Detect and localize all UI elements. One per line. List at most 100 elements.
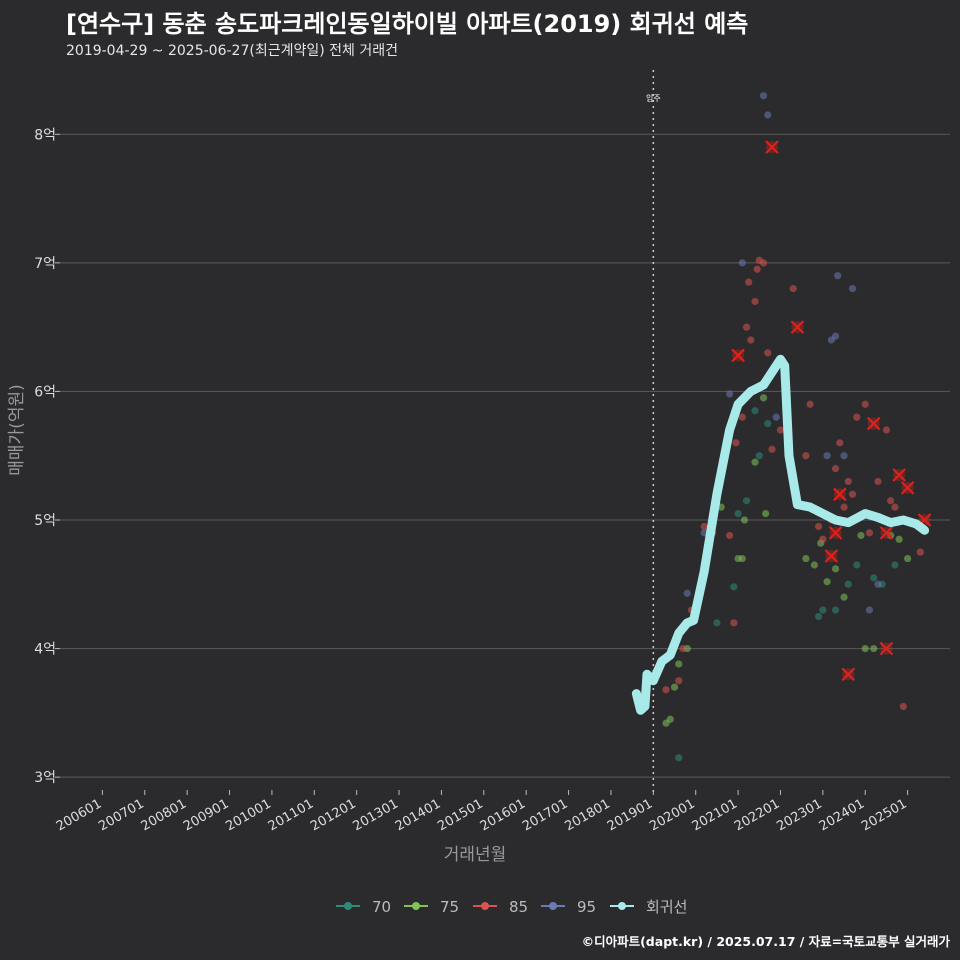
data-point-95 — [726, 390, 734, 398]
data-point-85 — [844, 477, 852, 486]
data-point-75 — [751, 458, 759, 466]
x-tick-label: 202201 — [732, 796, 782, 834]
data-point-75 — [738, 554, 746, 563]
x-tick-label: 200701 — [96, 796, 146, 834]
x-tick-label: 202101 — [690, 796, 740, 834]
highlight-marker — [765, 140, 779, 154]
data-point-85 — [874, 477, 882, 486]
legend-label: 75 — [440, 898, 459, 916]
data-point-95 — [848, 284, 857, 293]
data-point-75 — [740, 516, 749, 524]
data-point-85 — [742, 323, 751, 331]
x-tick-label: 201701 — [520, 796, 570, 834]
legend-label: 회귀선 — [646, 898, 687, 916]
data-point-95 — [823, 452, 831, 460]
x-tick-label: 200801 — [139, 796, 189, 834]
data-point-75 — [840, 593, 848, 601]
data-point-75 — [762, 509, 770, 518]
data-point-85 — [865, 529, 874, 537]
data-point-75 — [857, 531, 865, 540]
data-point-85 — [776, 426, 785, 434]
data-point-75 — [675, 660, 683, 668]
highlight-marker — [841, 667, 856, 682]
data-point-85 — [836, 439, 844, 447]
data-point-70 — [891, 561, 899, 569]
highlight-marker — [879, 526, 894, 540]
x-tick-label: 202501 — [859, 796, 909, 834]
data-point-95 — [840, 452, 848, 460]
data-point-95 — [834, 272, 842, 280]
data-point-85 — [764, 349, 772, 357]
data-point-75 — [870, 644, 878, 653]
x-tick-label: 202401 — [817, 796, 867, 834]
data-point-75 — [823, 578, 831, 586]
x-tick-label: 201501 — [435, 796, 485, 834]
data-point-85 — [882, 426, 891, 434]
data-point-95 — [764, 111, 772, 119]
data-point-75 — [802, 554, 810, 563]
highlight-marker — [892, 468, 906, 482]
data-point-70 — [755, 452, 763, 460]
data-point-85 — [662, 686, 670, 694]
x-tick-label: 201801 — [562, 796, 612, 834]
y-tick-label: 8억 — [34, 127, 56, 143]
data-point-85 — [916, 548, 924, 556]
data-point-70 — [819, 606, 827, 614]
data-point-85 — [891, 503, 899, 511]
x-axis-title: 거래년월 — [444, 845, 507, 865]
data-point-75 — [666, 715, 674, 723]
line-layer — [631, 354, 930, 715]
y-tick-label: 3억 — [34, 770, 56, 786]
highlight-layer — [731, 140, 932, 682]
y-tick-label: 7억 — [34, 256, 56, 272]
data-point-75 — [887, 531, 895, 540]
data-point-85 — [700, 522, 708, 531]
source-credit: ©디아파트(dapt.kr) / 2025.07.17 / 자료=국토교통부 실… — [581, 934, 950, 949]
data-point-85 — [815, 522, 823, 531]
x-tick-label: 202301 — [774, 796, 824, 834]
x-tick-label: 201301 — [351, 796, 401, 834]
data-point-85 — [806, 400, 814, 408]
data-point-85 — [751, 297, 759, 306]
data-point-75 — [810, 561, 818, 569]
chart-title: [연수구] 동춘 송도파크레인동일하이빌 아파트(2019) 회귀선 예측 — [66, 10, 749, 38]
x-tick-label: 200901 — [181, 796, 231, 834]
move-in-label: 입주 — [646, 94, 661, 103]
data-point-85 — [899, 702, 907, 711]
x-tick-label: 201101 — [266, 796, 316, 834]
data-point-85 — [753, 265, 761, 273]
axis-layer: 3억 4억 5억 6억 7억 8억 2006012007012008012009012010… — [7, 70, 910, 865]
x-tick-label: 201401 — [393, 796, 443, 834]
data-point-95 — [865, 606, 874, 614]
highlight-marker — [731, 348, 745, 363]
data-point-95 — [683, 589, 691, 597]
x-tick-label: 202001 — [647, 796, 697, 834]
legend-swatch-dot — [481, 902, 489, 910]
x-tick-label: 200601 — [54, 796, 104, 834]
data-point-85 — [840, 503, 848, 511]
legend: 70 75 85 95 회귀선 — [336, 898, 687, 916]
data-point-85 — [747, 336, 755, 344]
data-point-70 — [730, 583, 738, 591]
data-point-70 — [751, 407, 759, 415]
data-point-85 — [726, 531, 734, 540]
data-point-70 — [831, 606, 840, 614]
data-point-85 — [759, 259, 768, 267]
highlight-marker — [824, 549, 839, 563]
data-point-85 — [675, 677, 683, 685]
legend-swatch-dot — [344, 902, 352, 910]
data-point-70 — [844, 580, 852, 588]
data-point-85 — [768, 445, 776, 453]
data-point-70 — [853, 561, 861, 569]
data-point-75 — [861, 644, 869, 653]
data-point-85 — [679, 644, 687, 653]
legend-swatch-dot — [618, 902, 626, 910]
highlight-marker — [900, 481, 915, 495]
y-axis-title: 매매가(억원) — [7, 384, 27, 475]
x-tick-label: 201001 — [223, 796, 273, 834]
data-point-70 — [675, 754, 683, 762]
y-tick-label: 5억 — [34, 513, 56, 529]
legend-label: 70 — [372, 898, 391, 916]
data-point-85 — [802, 452, 810, 460]
